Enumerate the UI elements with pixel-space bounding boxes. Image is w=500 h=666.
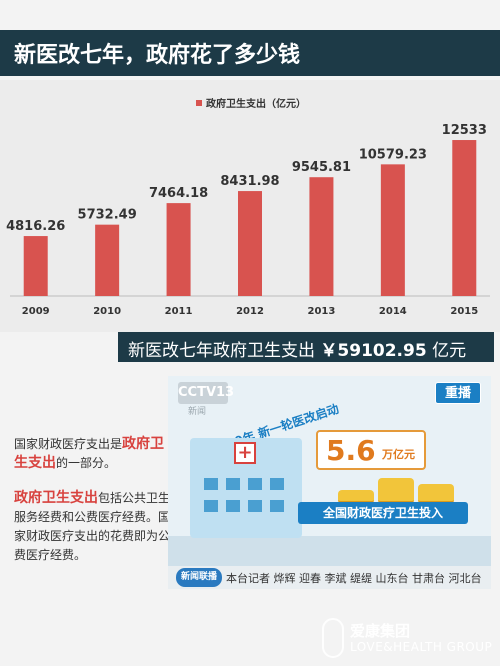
replay-badge: 重播 bbox=[435, 382, 481, 404]
explanation-p1-highlight: 政府卫生支出 bbox=[14, 436, 165, 471]
explanation-paragraph-2: 政府卫生支出包括公共卫生服务经费和公费医疗经费。国家财政医疗支出的花费即为公费医… bbox=[14, 489, 174, 565]
value-label-2009: 4816.26 bbox=[6, 219, 65, 234]
tick-label-2011: 2011 bbox=[165, 306, 193, 317]
explanation-p1-start: 国家财政医疗支出是 bbox=[14, 437, 123, 451]
chart-panel: 政府卫生支出（亿元） 4816.26 2009 5732.49 2010 7464.18 2… bbox=[0, 80, 500, 332]
news-video-frame: CCTV13 新闻 重播 2009年 新一轮医改启动 + 5.6 万亿元 全国财… bbox=[168, 376, 491, 589]
value-label-2012: 8431.98 bbox=[220, 174, 279, 189]
explanation-paragraph-1: 国家财政医疗支出是政府卫生支出的一部分。 bbox=[14, 435, 174, 473]
bar-chart: 政府卫生支出（亿元） 4816.26 2009 5732.49 2010 7464.18 2… bbox=[6, 97, 490, 317]
news-ticker: 新闻联播 本台记者 烨辉 迎春 李斌 缇缇 山东台 甘肃台 河北台 bbox=[168, 566, 491, 589]
tick-label-2015: 2015 bbox=[450, 306, 478, 317]
medical-cross-icon: + bbox=[234, 442, 256, 464]
brand-logo-icon bbox=[322, 618, 344, 658]
investment-amount-box: 5.6 万亿元 bbox=[316, 430, 426, 470]
bar-2015 bbox=[452, 140, 477, 296]
cctv-logo: CCTV13 bbox=[178, 382, 234, 404]
bar-2013 bbox=[309, 177, 334, 296]
hospital-icon: + bbox=[190, 438, 302, 538]
explanation-p2-highlight: 政府卫生支出 bbox=[14, 490, 98, 506]
explanation-p2-body: 包括公共卫生服务经费和公费医疗经费。国家财政医疗支出的花费即为公费医疗经费。 bbox=[14, 491, 171, 562]
total-suffix: 亿元 bbox=[432, 341, 467, 361]
header-bar: 新医改七年，政府花了多少钱 bbox=[0, 30, 500, 76]
bar-2011 bbox=[166, 203, 191, 296]
total-prefix: 新医改七年政府卫生支出 bbox=[128, 341, 315, 361]
bar-2009 bbox=[23, 236, 48, 296]
tick-label-2014: 2014 bbox=[379, 306, 407, 317]
ticker-text: 本台记者 烨辉 迎春 李斌 缇缇 山东台 甘肃台 河北台 bbox=[226, 572, 482, 585]
bar-2010 bbox=[95, 224, 120, 296]
cctv-channel-sub: 新闻 bbox=[188, 407, 207, 417]
value-label-2010: 5732.49 bbox=[78, 208, 137, 223]
brand-name-cn: 爱康集团 bbox=[350, 622, 411, 640]
bar-2012 bbox=[238, 191, 262, 296]
xinwen-lianbo-logo: 新闻联播 bbox=[176, 568, 222, 587]
tick-label-2012: 2012 bbox=[236, 306, 264, 317]
legend-label: 政府卫生支出（亿元） bbox=[206, 97, 306, 110]
legend-swatch bbox=[196, 100, 202, 106]
explanation-text: 国家财政医疗支出是政府卫生支出的一部分。 政府卫生支出包括公共卫生服务经费和公费… bbox=[14, 435, 174, 581]
value-label-2015: 12533 bbox=[442, 123, 487, 138]
investment-amount: 5.6 bbox=[326, 434, 376, 467]
value-label-2011: 7464.18 bbox=[149, 186, 208, 201]
value-label-2013: 9545.81 bbox=[292, 160, 351, 175]
total-amount: ￥59102.95 bbox=[320, 341, 427, 361]
brand-name-en: LOVE&HEALTH GROUP bbox=[350, 640, 493, 654]
brand-watermark: 爱康集团 LOVE&HEALTH GROUP bbox=[322, 616, 492, 662]
total-banner: 新医改七年政府卫生支出 ￥59102.95 亿元 bbox=[118, 332, 494, 362]
tick-label-2013: 2013 bbox=[308, 306, 336, 317]
value-label-2014: 10579.23 bbox=[359, 147, 427, 162]
tick-label-2010: 2010 bbox=[93, 306, 121, 317]
page-title: 新医改七年，政府花了多少钱 bbox=[14, 43, 301, 68]
tick-label-2009: 2009 bbox=[22, 306, 50, 317]
investment-unit: 万亿元 bbox=[382, 448, 415, 461]
bar-2014 bbox=[380, 164, 405, 296]
explanation-p1-end: 的一部分。 bbox=[56, 456, 117, 470]
video-caption: 全国财政医疗卫生投入 bbox=[298, 502, 468, 524]
